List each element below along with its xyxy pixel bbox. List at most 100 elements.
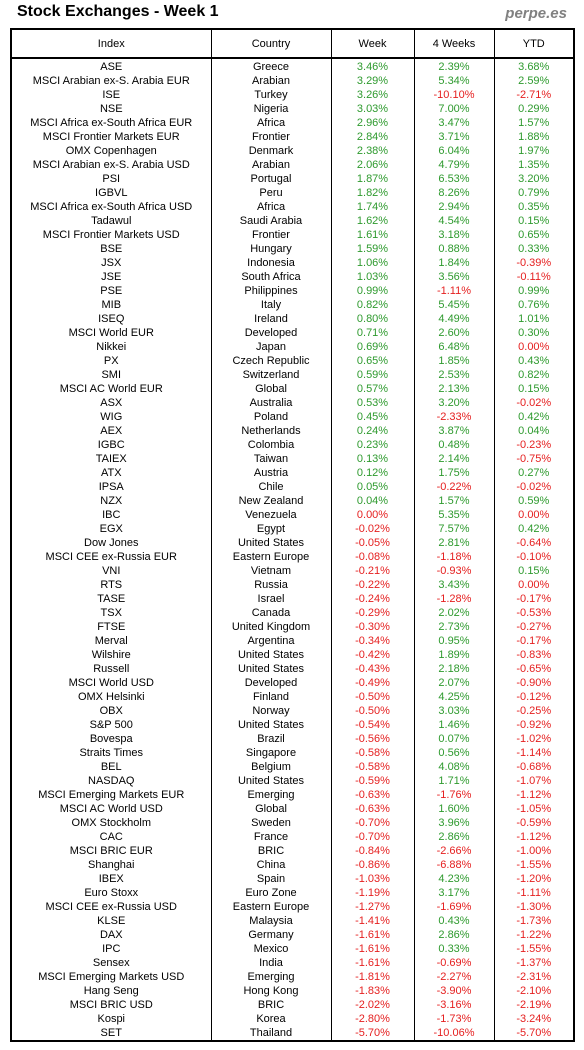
- table-row: KLSE Malaysia -1.41% 0.43% -1.73%: [10, 914, 575, 928]
- week-cell: -0.70%: [330, 816, 415, 830]
- four-weeks-cell: 4.25%: [413, 690, 495, 704]
- ytd-cell: -1.30%: [493, 900, 575, 914]
- week-cell: -0.59%: [330, 774, 415, 788]
- week-cell: 3.26%: [330, 88, 415, 102]
- four-weeks-cell: 3.03%: [413, 704, 495, 718]
- week-cell: -0.08%: [330, 550, 415, 564]
- four-weeks-cell: 2.73%: [413, 620, 495, 634]
- ytd-cell: -0.75%: [493, 452, 575, 466]
- index-cell: PSE: [10, 284, 212, 298]
- ytd-cell: -0.02%: [493, 396, 575, 410]
- table-row: IGBVL Peru 1.82% 8.26% 0.79%: [10, 186, 575, 200]
- week-cell: -0.29%: [330, 606, 415, 620]
- index-cell: SMI: [10, 368, 212, 382]
- country-cell: China: [210, 858, 332, 872]
- index-cell: MSCI CEE ex-Russia USD: [10, 900, 212, 914]
- ytd-cell: -1.11%: [493, 886, 575, 900]
- week-cell: -0.56%: [330, 732, 415, 746]
- week-cell: 1.03%: [330, 270, 415, 284]
- country-cell: Frontier: [210, 228, 332, 242]
- country-cell: Italy: [210, 298, 332, 312]
- four-weeks-cell: -1.18%: [413, 550, 495, 564]
- week-cell: -0.43%: [330, 662, 415, 676]
- table-body: ASE Greece 3.46% 2.39% 3.68% MSCI Arabian ex-…: [10, 58, 575, 1041]
- index-cell: TASE: [10, 592, 212, 606]
- ytd-cell: 1.01%: [493, 312, 575, 326]
- country-cell: Austria: [210, 466, 332, 480]
- table-row: MSCI Arabian ex-S. Arabia EUR Arabian 3.29…: [10, 74, 575, 88]
- table-row: MSCI Emerging Markets EUR Emerging -0.63% -…: [10, 788, 575, 802]
- index-cell: IGBVL: [10, 186, 212, 200]
- ytd-cell: -1.12%: [493, 830, 575, 844]
- index-cell: Euro Stoxx: [10, 886, 212, 900]
- four-weeks-cell: -2.27%: [413, 970, 495, 984]
- four-weeks-cell: -6.88%: [413, 858, 495, 872]
- country-cell: Japan: [210, 340, 332, 354]
- four-weeks-cell: 0.43%: [413, 914, 495, 928]
- week-cell: -0.58%: [330, 760, 415, 774]
- four-weeks-cell: -2.33%: [413, 410, 495, 424]
- index-cell: MSCI Emerging Markets USD: [10, 970, 212, 984]
- table-row: ASX Australia 0.53% 3.20% -0.02%: [10, 396, 575, 410]
- ytd-cell: 1.97%: [493, 144, 575, 158]
- ytd-cell: -0.23%: [493, 438, 575, 452]
- ytd-cell: -0.12%: [493, 690, 575, 704]
- country-cell: Venezuela: [210, 508, 332, 522]
- four-weeks-cell: -0.93%: [413, 564, 495, 578]
- week-cell: 0.13%: [330, 452, 415, 466]
- ytd-cell: 0.00%: [493, 578, 575, 592]
- country-cell: Frontier: [210, 130, 332, 144]
- four-weeks-cell: -10.06%: [413, 1026, 495, 1041]
- week-cell: -0.86%: [330, 858, 415, 872]
- table-row: MSCI Africa ex-South Africa EUR Africa 2.9…: [10, 116, 575, 130]
- table-row: Merval Argentina -0.34% 0.95% -0.17%: [10, 634, 575, 648]
- ytd-cell: -5.70%: [493, 1026, 575, 1041]
- country-cell: Nigeria: [210, 102, 332, 116]
- country-cell: Developed: [210, 676, 332, 690]
- country-cell: Euro Zone: [210, 886, 332, 900]
- index-cell: TSX: [10, 606, 212, 620]
- four-weeks-cell: 5.45%: [413, 298, 495, 312]
- table-row: S&P 500 United States -0.54% 1.46% -0.92%: [10, 718, 575, 732]
- ytd-cell: -2.31%: [493, 970, 575, 984]
- ytd-cell: -0.17%: [493, 634, 575, 648]
- week-cell: -1.19%: [330, 886, 415, 900]
- country-cell: Emerging: [210, 970, 332, 984]
- week-cell: -0.02%: [330, 522, 415, 536]
- week-cell: 1.61%: [330, 228, 415, 242]
- index-cell: CAC: [10, 830, 212, 844]
- table-row: Straits Times Singapore -0.58% 0.56% -1.14%: [10, 746, 575, 760]
- column-header-4-weeks: 4 Weeks: [413, 28, 495, 59]
- four-weeks-cell: 8.26%: [413, 186, 495, 200]
- week-cell: 2.06%: [330, 158, 415, 172]
- four-weeks-cell: -2.66%: [413, 844, 495, 858]
- country-cell: Hungary: [210, 242, 332, 256]
- country-cell: Ireland: [210, 312, 332, 326]
- table-row: IGBC Colombia 0.23% 0.48% -0.23%: [10, 438, 575, 452]
- ytd-cell: 0.82%: [493, 368, 575, 382]
- ytd-cell: -0.53%: [493, 606, 575, 620]
- country-cell: Eastern Europe: [210, 550, 332, 564]
- ytd-cell: -0.17%: [493, 592, 575, 606]
- ytd-cell: -0.39%: [493, 256, 575, 270]
- table-row: JSE South Africa 1.03% 3.56% -0.11%: [10, 270, 575, 284]
- four-weeks-cell: 3.47%: [413, 116, 495, 130]
- table-row: ISEQ Ireland 0.80% 4.49% 1.01%: [10, 312, 575, 326]
- four-weeks-cell: 2.07%: [413, 676, 495, 690]
- week-cell: 2.38%: [330, 144, 415, 158]
- table-row: DAX Germany -1.61% 2.86% -1.22%: [10, 928, 575, 942]
- week-cell: 0.12%: [330, 466, 415, 480]
- ytd-cell: 0.35%: [493, 200, 575, 214]
- week-cell: -0.34%: [330, 634, 415, 648]
- week-cell: -0.21%: [330, 564, 415, 578]
- week-cell: 0.23%: [330, 438, 415, 452]
- four-weeks-cell: 1.84%: [413, 256, 495, 270]
- four-weeks-cell: -3.16%: [413, 998, 495, 1012]
- country-cell: Australia: [210, 396, 332, 410]
- table-row: BSE Hungary 1.59% 0.88% 0.33%: [10, 242, 575, 256]
- table-row: MSCI World USD Developed -0.49% 2.07% -0.90%: [10, 676, 575, 690]
- table-row: MSCI World EUR Developed 0.71% 2.60% 0.30%: [10, 326, 575, 340]
- ytd-cell: 2.59%: [493, 74, 575, 88]
- table-row: MSCI AC World EUR Global 0.57% 2.13% 0.15%: [10, 382, 575, 396]
- four-weeks-cell: 3.17%: [413, 886, 495, 900]
